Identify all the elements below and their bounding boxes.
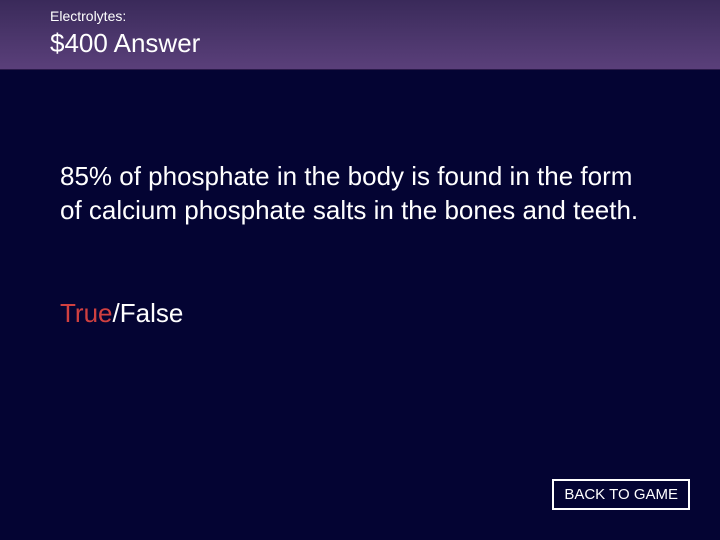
content-area: 85% of phosphate in the body is found in… <box>0 70 720 329</box>
answer-statement: 85% of phosphate in the body is found in… <box>60 160 660 228</box>
back-to-game-button[interactable]: BACK TO GAME <box>552 479 690 510</box>
true-label: True <box>60 298 113 328</box>
tf-separator: / <box>113 298 120 328</box>
category-label: Electrolytes: <box>0 8 720 24</box>
true-false-line: True/False <box>60 298 660 329</box>
false-label: False <box>120 298 184 328</box>
value-answer-label: $400 Answer <box>0 28 720 59</box>
header-bar: Electrolytes: $400 Answer <box>0 0 720 70</box>
